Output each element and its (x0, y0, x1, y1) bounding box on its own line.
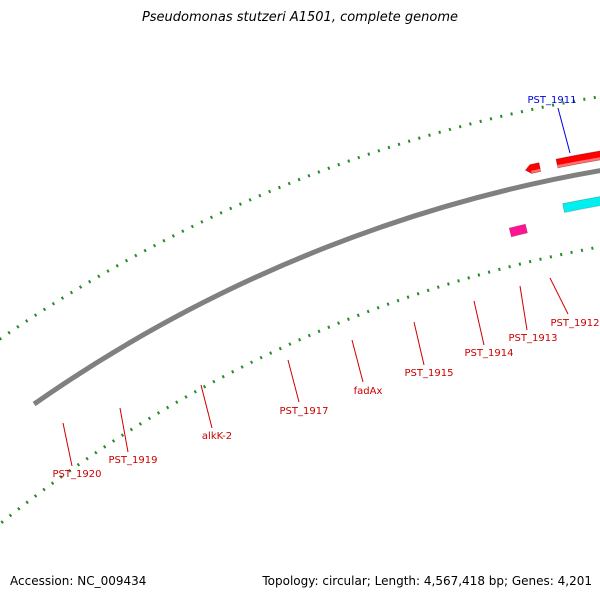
genome-backbone (32, 168, 600, 407)
gene-label-pst-1911: PST_1911 (528, 95, 577, 106)
gene-label-pst-1917: PST_1917 (280, 406, 329, 417)
gene-bar-pst-1919-rev (562, 196, 600, 213)
gene-bar-edge (508, 223, 528, 238)
leader-line-pst-1920 (62, 422, 73, 467)
leader-line-pst-1912 (549, 277, 569, 315)
gene-label-pst-1919: PST_1919 (109, 455, 158, 466)
gene-label-pst-1913: PST_1913 (509, 333, 558, 344)
leader-line-pst-1917 (287, 359, 300, 403)
scale-circle-inner (0, 245, 600, 526)
diagram-title: Pseudomonas stutzeri A1501, complete gen… (141, 10, 459, 25)
scale-circle-outer (0, 95, 600, 341)
gene-label-alkk-2: alkK-2 (202, 431, 232, 442)
leader-line-pst-1914 (473, 300, 485, 346)
leader-line-fadax (351, 339, 364, 383)
gene-label-pst-1914: PST_1914 (465, 348, 514, 359)
leader-line-alkk-2 (200, 384, 213, 429)
leader-line-pst-1913 (519, 285, 528, 331)
gene-label-pst-1915: PST_1915 (405, 368, 454, 379)
gene-label-fadax: fadAx (354, 386, 383, 397)
gene-bar-pst-1919 (555, 150, 600, 169)
gene-label-pst-1920: PST_1920 (53, 469, 102, 480)
leader-line-pst-1919 (119, 407, 129, 453)
gene-label-pst-1912: PST_1912 (551, 318, 600, 329)
gene-bar-pst-1920 (524, 162, 542, 174)
genome-summary-text: Topology: circular; Length: 4,567,418 bp… (262, 574, 592, 588)
leader-line-pst-1911 (557, 107, 571, 154)
leader-line-pst-1915 (413, 321, 425, 366)
accession-text: Accession: NC_009434 (10, 574, 147, 588)
